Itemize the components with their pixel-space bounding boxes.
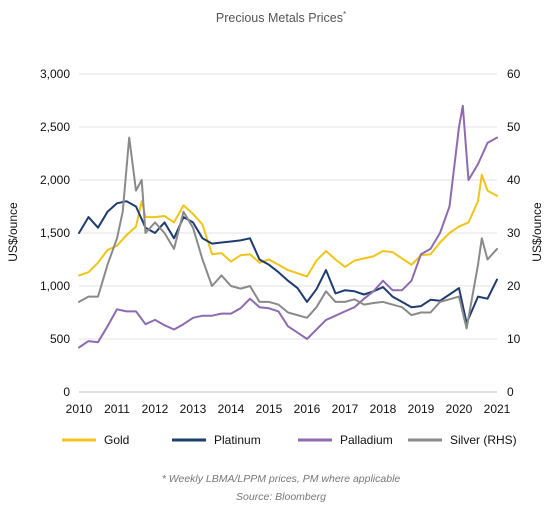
y-right-tick-label: 0 (507, 385, 514, 399)
series-line-platinum (78, 200, 498, 325)
y-left-tick-label: 3,000 (40, 67, 70, 81)
chart-title-text: Precious Metals Prices (216, 11, 343, 25)
y-right-tick-label: 60 (507, 67, 521, 81)
legend: Gold Platinum Palladium Silver (RHS) (62, 433, 517, 447)
y-right-tick-label: 10 (507, 332, 521, 346)
x-tick-label: 2019 (408, 402, 435, 416)
y-right-tick-label: 40 (507, 173, 521, 187)
x-tick-label: 2012 (142, 402, 169, 416)
chart-title-mark: * (343, 10, 346, 19)
y-right-tick-label: 20 (507, 279, 521, 293)
series-lines (78, 104, 498, 349)
y-right-ticks: 0 10 20 30 40 50 60 (507, 67, 521, 399)
gridlines (79, 73, 497, 340)
series-line-silver-rhs (78, 136, 498, 330)
x-tick-label: 2017 (332, 402, 359, 416)
x-tick-label: 2015 (256, 402, 283, 416)
footnote: * Weekly LBMA/LPPM prices, PM where appl… (162, 473, 401, 485)
x-tick-label: 2020 (446, 402, 473, 416)
chart-title: Precious Metals Prices* (216, 10, 346, 25)
y-right-tick-label: 50 (507, 120, 521, 134)
y-left-tick-label: 2,500 (40, 120, 70, 134)
y-right-tick-label: 30 (507, 226, 521, 240)
x-tick-label: 2010 (66, 402, 93, 416)
legend-label-gold: Gold (104, 433, 129, 447)
x-tick-label: 2014 (218, 402, 245, 416)
x-tick-label: 2016 (294, 402, 321, 416)
legend-label-palladium: Palladium (340, 433, 393, 447)
x-tick-label: 2013 (180, 402, 207, 416)
x-tick-label: 2011 (104, 402, 130, 416)
y-left-tick-label: 0 (63, 385, 70, 399)
y-axis-label-right: US$/ounce (530, 202, 544, 262)
y-left-tick-label: 1,500 (40, 226, 70, 240)
x-ticks: 2010 2011 2012 2013 2014 2015 2016 2017 2018 2019… (66, 402, 511, 416)
x-tick-label: 2021 (484, 402, 511, 416)
y-left-tick-label: 1,000 (40, 279, 70, 293)
x-tick-label: 2018 (370, 402, 397, 416)
source-note: Source: Bloomberg (236, 491, 326, 503)
y-axis-label-left: US$/ounce (6, 202, 20, 262)
y-left-tick-label: 2,000 (40, 173, 70, 187)
series-line-palladium (78, 104, 498, 349)
legend-label-platinum: Platinum (214, 433, 261, 447)
y-left-tick-label: 500 (50, 332, 70, 346)
legend-label-silver-rhs: Silver (RHS) (450, 433, 517, 447)
y-left-ticks: 0 500 1,000 1,500 2,000 2,500 3,000 (40, 67, 70, 399)
